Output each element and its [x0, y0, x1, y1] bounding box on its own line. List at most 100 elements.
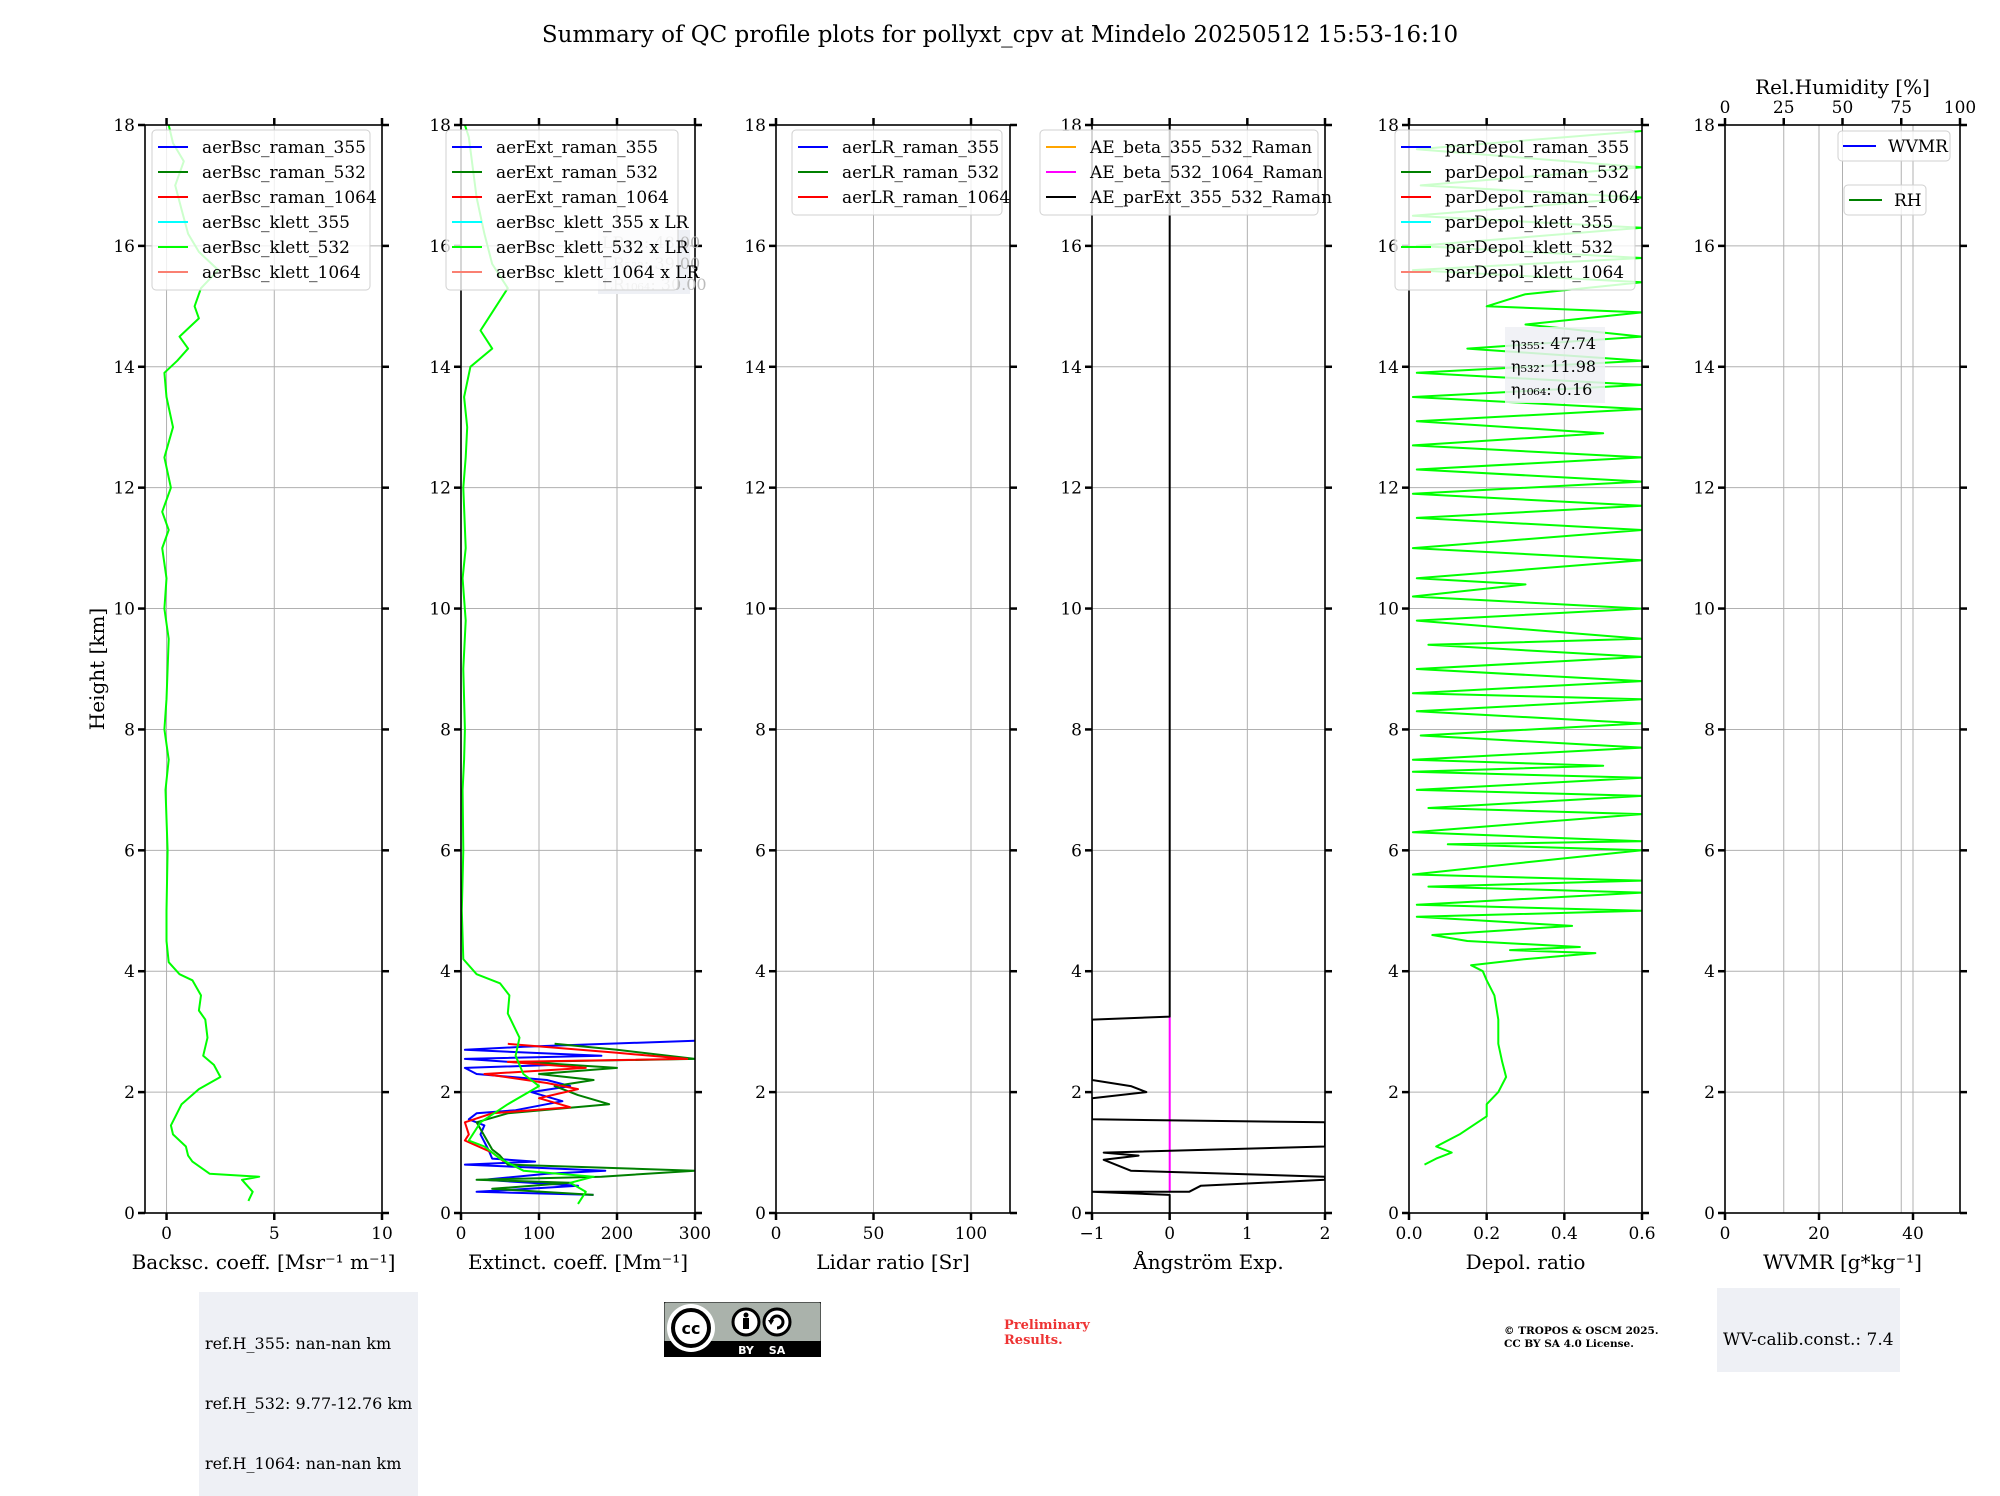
ytick-label: 12: [1377, 479, 1399, 499]
axes-frame: [460, 124, 696, 1214]
ref-height-355: ref.H_355: nan-nan km: [205, 1334, 392, 1353]
axes-frame: [144, 124, 383, 1214]
ytick-label: 0: [440, 1204, 451, 1224]
axes-frame: [775, 124, 1011, 1214]
ytick-label: 12: [1693, 479, 1715, 499]
xtick-label: 20: [1808, 1224, 1830, 1244]
ytick-label: 12: [744, 479, 766, 499]
preliminary-note: Preliminary Results.: [1004, 1318, 1090, 1348]
legend-extinction: aerExt_raman_355 aerExt_raman_532 aerExt_r…: [445, 129, 700, 291]
ytick-label: 6: [1388, 841, 1399, 861]
xtick-label: 0.6: [1628, 1224, 1655, 1244]
ytick-label: 14: [1377, 358, 1399, 378]
eta-box-line: η₅₃₂: 11.98: [1511, 357, 1596, 376]
series-line-AE_parExt_355_532_Raman: [1092, 125, 1325, 1213]
panel-backscatter: 0 2 4 6 8 10 12 14 16 18 0 5 10 Backsc. coeff. [Msr⁻¹…: [113, 116, 395, 1274]
yaxis-label: Height [km]: [85, 608, 109, 730]
copyright-line-1: © TROPOS & OSCM 2025.: [1504, 1325, 1659, 1337]
legend-label: aerBsc_raman_1064: [202, 188, 377, 208]
ytick-label: 2: [1704, 1083, 1715, 1103]
ytick-label: 2: [124, 1083, 135, 1103]
legend-label: parDepol_raman_532: [1445, 163, 1629, 183]
legend-label: aerBsc_klett_355 x LR: [496, 213, 690, 233]
legend-lidar_ratio: aerLR_raman_355 aerLR_raman_532 aerLR_rama…: [791, 129, 1010, 216]
legend-label: aerBsc_raman_532: [202, 163, 366, 183]
axes-frame: [1408, 124, 1643, 1214]
legend-label: aerBsc_klett_1064 x LR: [496, 263, 700, 283]
ytick-label: 14: [1693, 358, 1715, 378]
xtick-top-label: 0: [1720, 98, 1731, 118]
legend-angstrom: AE_beta_355_532_Raman AE_beta_532_1064_Ra…: [1039, 129, 1332, 216]
legend-label: aerBsc_klett_532 x LR: [496, 238, 690, 258]
series-line-aerBsc_klett_532: [161, 125, 261, 1202]
xaxis-label: Backsc. coeff. [Msr⁻¹ m⁻¹]: [132, 1250, 396, 1274]
ytick-label: 6: [1071, 841, 1082, 861]
legend-label: aerLR_raman_1064: [842, 188, 1010, 208]
preliminary-line-2: Results.: [1004, 1333, 1063, 1348]
legend-label: aerBsc_raman_355: [202, 138, 366, 158]
panel-lidar_ratio: 0 2 4 6 8 10 12 14 16 18 0 50 100 Lidar ratio [Sr] aer…: [744, 116, 1017, 1274]
ytick-label: 0: [1704, 1204, 1715, 1224]
xtick-label: 10: [371, 1224, 393, 1244]
legend-backscatter: aerBsc_raman_355 aerBsc_raman_532 aerBsc_r…: [151, 129, 377, 291]
xtick-label: 1: [1242, 1224, 1253, 1244]
ytick-label: 8: [755, 720, 766, 740]
ytick-label: 16: [1377, 237, 1399, 257]
legend-label: parDepol_raman_1064: [1445, 188, 1640, 208]
ytick-label: 12: [1060, 479, 1082, 499]
xtick-label: −1: [1079, 1224, 1104, 1244]
xtick-label: 0: [1720, 1224, 1731, 1244]
ytick-label: 12: [429, 479, 451, 499]
ytick-label: 6: [1704, 841, 1715, 861]
ytick-label: 14: [744, 358, 766, 378]
legend-box: [151, 129, 371, 291]
ytick-label: 8: [440, 720, 451, 740]
legend-label: aerLR_raman_355: [842, 138, 999, 158]
legend-label: AE_parExt_355_532_Raman: [1089, 188, 1332, 208]
ytick-label: 0: [755, 1204, 766, 1224]
ytick-label: 2: [1071, 1083, 1082, 1103]
cc-license-badge: cc BY SA: [664, 1302, 821, 1357]
legend-label: parDepol_raman_355: [1445, 138, 1629, 158]
ref-height-532: ref.H_532: 9.77-12.76 km: [205, 1394, 413, 1413]
ytick-label: 4: [124, 962, 135, 982]
figure-title: Summary of QC profile plots for pollyxt_…: [541, 22, 1459, 48]
ytick-label: 16: [1060, 237, 1082, 257]
legend-label: parDepol_klett_532: [1445, 238, 1613, 258]
ytick-label: 4: [755, 962, 766, 982]
series-line-aerExt_raman_532: [475, 1042, 695, 1196]
ytick-label: 10: [429, 600, 451, 620]
xtick-top-label: 75: [1890, 98, 1912, 118]
eta-box-line: η₁₀₆₄: 0.16: [1511, 380, 1592, 399]
xaxis-label: Depol. ratio: [1466, 1250, 1586, 1274]
ytick-label: 10: [1693, 600, 1715, 620]
ytick-label: 18: [429, 116, 451, 136]
ytick-label: 14: [1060, 358, 1082, 378]
xtick-label: 0.4: [1551, 1224, 1578, 1244]
ytick-label: 4: [1388, 962, 1399, 982]
legend-depol: parDepol_raman_355 parDepol_raman_532 parD…: [1394, 129, 1640, 291]
eta-box-line: η₃₅₅: 47.74: [1511, 334, 1596, 353]
series-line-aerExt_raman_355: [463, 1039, 695, 1196]
legend-label: parDepol_klett_355: [1445, 213, 1613, 233]
xtick-label: 5: [269, 1224, 280, 1244]
ytick-label: 0: [1388, 1204, 1399, 1224]
xtick-label: 50: [863, 1224, 885, 1244]
ytick-label: 4: [1704, 962, 1715, 982]
series-line-aerBsc_klett_532 x LR: [461, 125, 595, 1205]
ytick-label: 16: [113, 237, 135, 257]
xtick-top-label: 50: [1832, 98, 1854, 118]
ytick-label: 0: [124, 1204, 135, 1224]
xtick-label: 0: [1164, 1224, 1175, 1244]
top-axis-label: Rel.Humidity [%]: [1755, 75, 1930, 99]
legend-box: [791, 129, 1003, 216]
legend-label: aerBsc_klett_355: [202, 213, 350, 233]
xtick-label: 40: [1902, 1224, 1924, 1244]
xtick-label: 0: [456, 1224, 467, 1244]
legend-box: [1837, 130, 1951, 162]
ytick-label: 10: [1377, 600, 1399, 620]
